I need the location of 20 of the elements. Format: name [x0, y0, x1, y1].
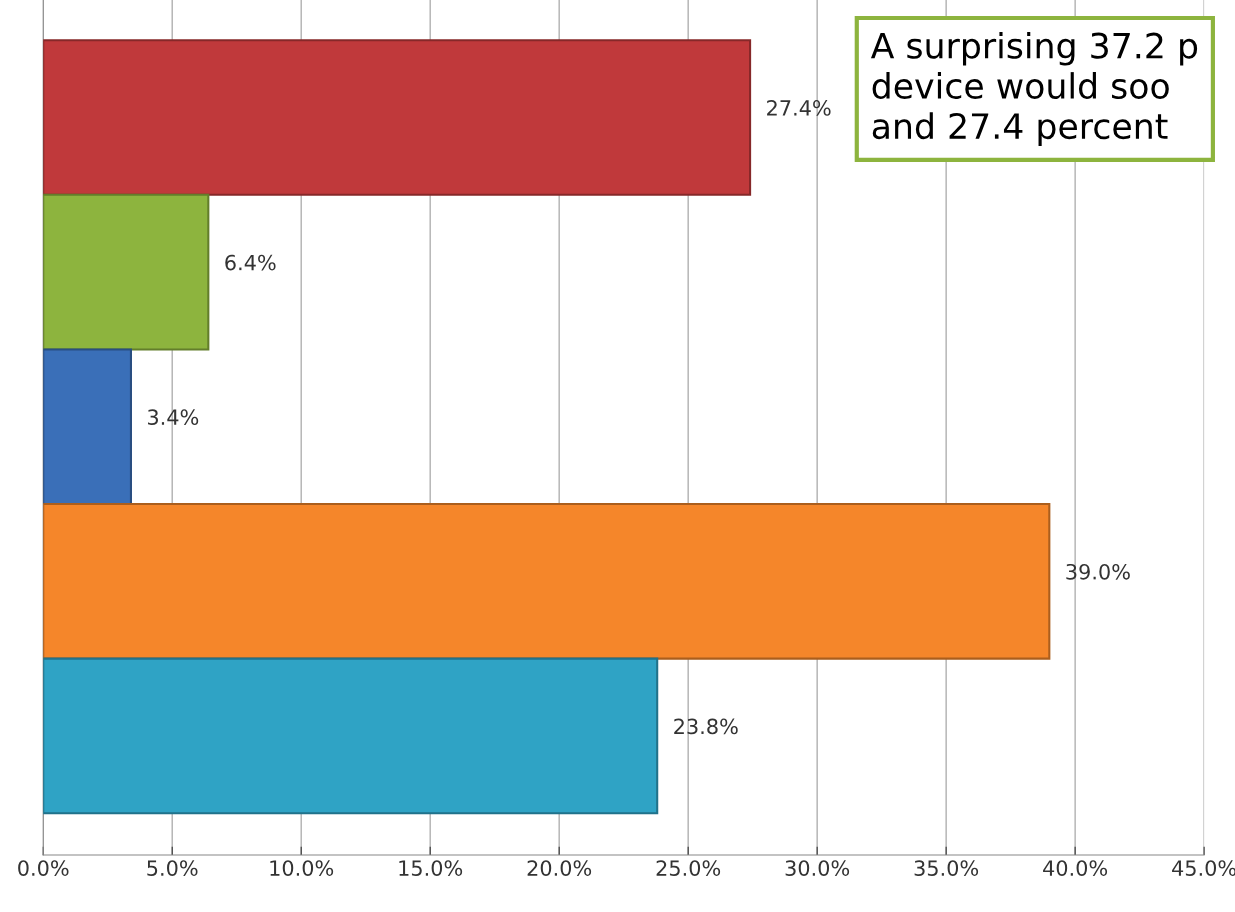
- data-label: 27.4%: [767, 100, 831, 116]
- data-label: 39.0%: [1066, 563, 1130, 580]
- bar: [43, 502, 1051, 660]
- x-tick-label: 25.0%: [656, 860, 721, 876]
- bar: [43, 39, 752, 196]
- bar: [43, 348, 132, 506]
- bar: [43, 193, 210, 351]
- x-tick-label: 35.0%: [914, 860, 979, 876]
- bar: [43, 657, 659, 815]
- x-tick-label: 40.0%: [1043, 860, 1108, 876]
- annotation: A surprising 37.2 p device would soo and 27.4 percent: [870, 31, 1198, 146]
- x-tick-label: 15.0%: [399, 860, 463, 876]
- x-tick-label: 0.0%: [18, 860, 69, 876]
- x-tick-label: 30.0%: [785, 860, 850, 876]
- data-label: 23.8%: [674, 718, 738, 735]
- data-label: 3.4%: [148, 409, 199, 426]
- data-label: 6.4%: [225, 254, 276, 271]
- x-tick-label: 10.0%: [270, 860, 334, 876]
- x-tick-label: 5.0%: [147, 860, 198, 876]
- x-tick-label: 20.0%: [527, 860, 592, 876]
